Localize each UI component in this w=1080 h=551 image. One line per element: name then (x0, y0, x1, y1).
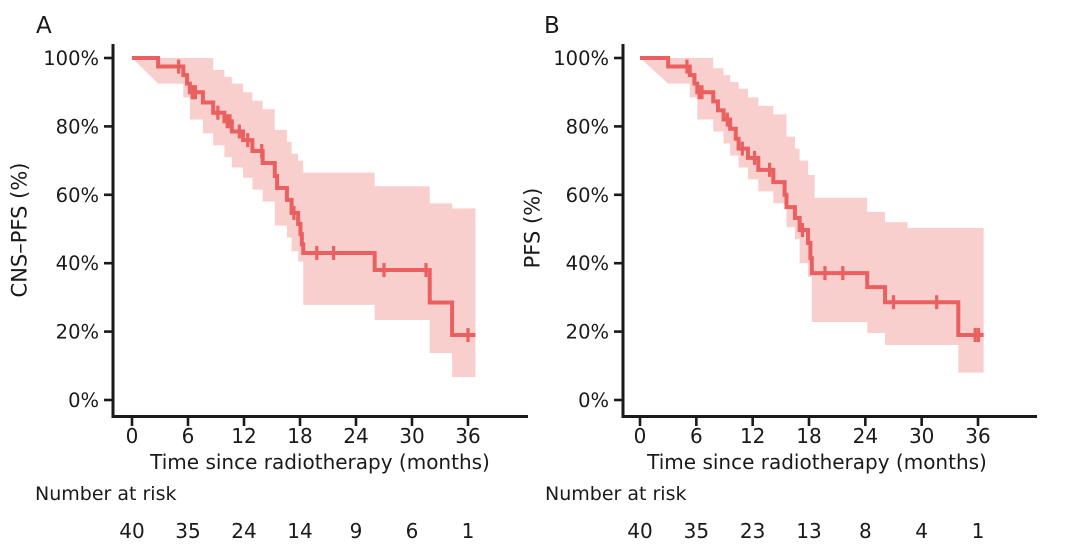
x-tick-label: 30 (399, 424, 424, 448)
confidence-band (132, 58, 476, 378)
risk-count: 13 (796, 519, 822, 543)
panel-a-letter: A (36, 13, 52, 39)
risk-count: 23 (739, 519, 766, 543)
y-tick-label: 100% (553, 47, 609, 70)
y-tick-label: 20% (566, 321, 609, 344)
risk-count: 8 (858, 519, 872, 543)
risk-count: 14 (287, 519, 313, 543)
panel-b-plot: 0% 20% 40% 60% 80% 100% 0 6 12 18 24 30 36 (553, 44, 1037, 448)
panel-a-x-axis-title: Time since radiotherapy (months) (150, 450, 490, 474)
panel-b-letter: B (544, 13, 560, 39)
risk-count: 40 (627, 519, 653, 543)
risk-count: 9 (349, 519, 363, 543)
risk-count: 24 (231, 519, 257, 543)
survival-curve (132, 56, 476, 338)
risk-count: 6 (405, 519, 419, 543)
censor-marks (177, 59, 470, 343)
risk-count: 1 (461, 519, 475, 543)
x-tick-label: 6 (182, 424, 195, 448)
panel-b-y-axis-title: PFS (%) (520, 187, 545, 269)
risk-count: 35 (683, 519, 710, 543)
confidence-band (640, 58, 984, 373)
x-tick-label: 30 (909, 424, 934, 448)
x-tick-label: 12 (740, 424, 765, 448)
x-tick-label: 0 (126, 424, 139, 448)
x-tick-label: 24 (343, 424, 368, 448)
x-tick-label: 24 (853, 424, 878, 448)
x-tick-label: 36 (455, 424, 480, 448)
x-tick-label: 18 (796, 424, 821, 448)
y-tick-label: 80% (566, 115, 609, 138)
x-tick-label: 0 (634, 424, 647, 448)
axes: 0% 20% 40% 60% 80% 100% 0 6 12 18 24 30 36 (43, 44, 528, 448)
panel-a-number-at-risk-label: Number at risk (35, 483, 177, 505)
y-tick-label: 100% (43, 47, 99, 70)
y-tick-label: 0% (578, 389, 609, 412)
y-tick-label: 40% (56, 252, 99, 275)
panel-a-plot: 0% 20% 40% 60% 80% 100% 0 6 12 18 24 30 36 (43, 44, 528, 448)
y-tick-label: 0% (68, 389, 99, 412)
x-tick-label: 18 (287, 424, 312, 448)
risk-count: 40 (119, 519, 145, 543)
panel-b-x-axis-title: Time since radiotherapy (months) (647, 450, 987, 474)
censor-marks (685, 59, 981, 343)
x-tick-label: 36 (965, 424, 990, 448)
y-tick-label: 80% (56, 115, 99, 138)
x-tick-label: 12 (231, 424, 256, 448)
risk-count: 4 (915, 519, 929, 543)
axes: 0% 20% 40% 60% 80% 100% 0 6 12 18 24 30 36 (553, 44, 1037, 448)
y-tick-label: 60% (566, 184, 609, 207)
x-tick-label: 6 (690, 424, 703, 448)
y-tick-label: 20% (56, 321, 99, 344)
survival-curve (640, 56, 984, 338)
risk-count: 35 (175, 519, 201, 543)
risk-count: 1 (971, 519, 985, 543)
y-tick-label: 60% (56, 184, 99, 207)
y-tick-label: 40% (566, 252, 609, 275)
panel-a-y-axis-title: CNS–PFS (%) (7, 162, 32, 298)
panel-b-number-at-risk-label: Number at risk (545, 483, 687, 505)
